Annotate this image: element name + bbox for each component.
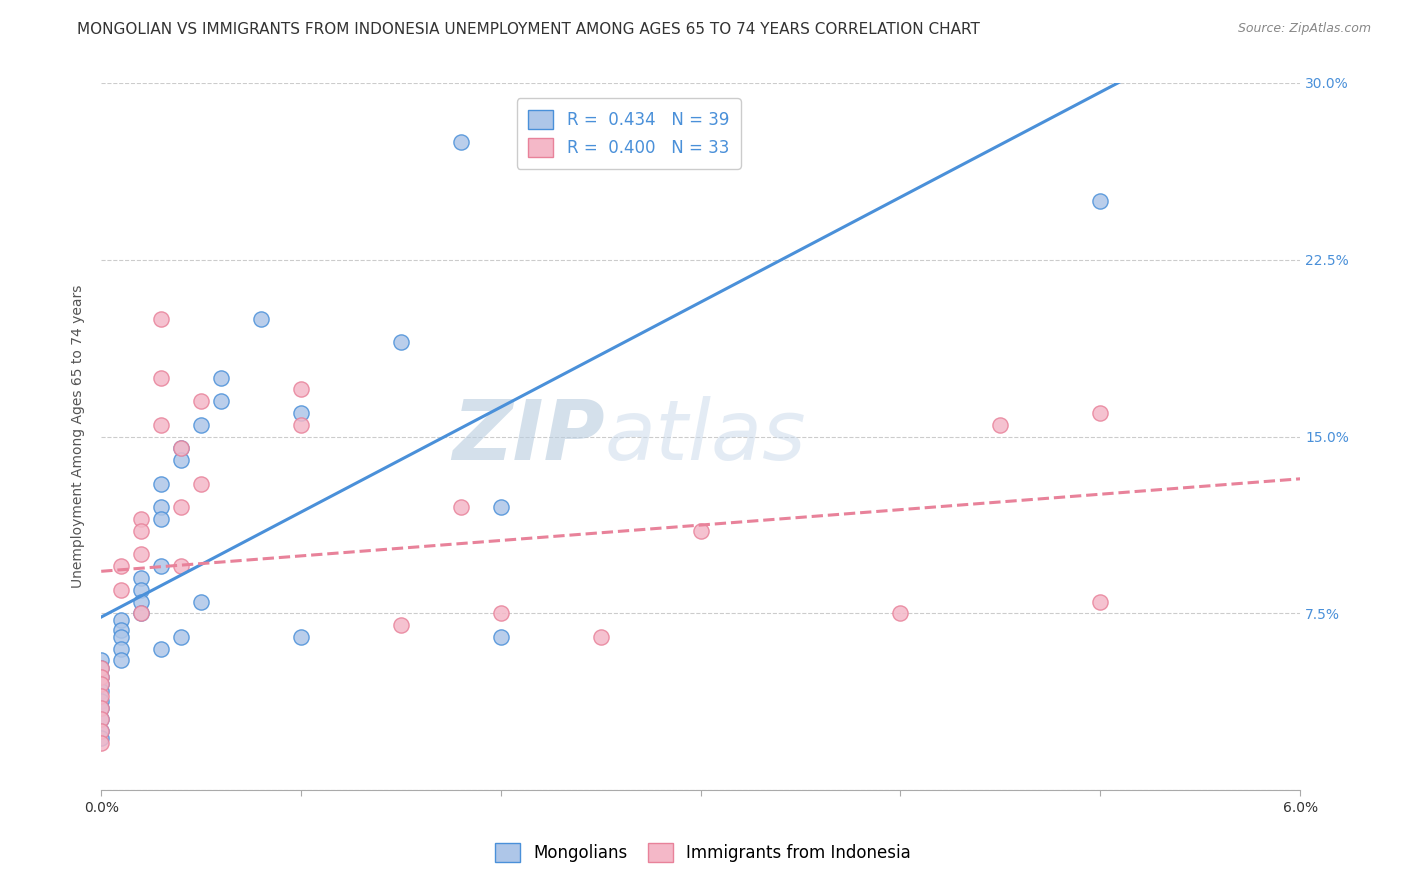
Point [489,630,512,644]
Point [90,653,112,667]
Point [209,394,232,409]
Point [129,582,152,597]
Point [209,370,232,384]
Point [90,713,112,727]
Point [290,630,312,644]
Point [90,684,112,698]
Point [170,453,193,467]
Text: atlas: atlas [605,396,807,477]
Point [90,689,112,703]
Point [129,524,152,538]
Point [90,660,112,674]
Point [250,311,273,326]
Point [150,512,173,526]
Point [170,630,193,644]
Point [170,442,193,456]
Point [889,607,911,621]
Point [150,641,173,656]
Point [129,512,152,526]
Point [1090,194,1112,208]
Point [150,370,173,384]
Point [90,670,112,684]
Legend: R =  0.434   N = 39, R =  0.400   N = 33: R = 0.434 N = 39, R = 0.400 N = 33 [516,98,741,169]
Point [110,630,132,644]
Point [190,417,212,432]
Point [90,700,112,714]
Point [290,383,312,397]
Point [129,607,152,621]
Point [150,500,173,515]
Point [450,500,472,515]
Point [110,582,132,597]
Point [389,618,412,632]
Point [129,607,152,621]
Point [90,724,112,739]
Point [170,559,193,574]
Point [450,135,472,149]
Point [190,394,212,409]
Point [290,417,312,432]
Point [129,594,152,608]
Point [1090,594,1112,608]
Point [170,500,193,515]
Point [190,476,212,491]
Text: Source: ZipAtlas.com: Source: ZipAtlas.com [1237,22,1371,36]
Point [290,406,312,420]
Point [110,623,132,637]
Legend: Mongolians, Immigrants from Indonesia: Mongolians, Immigrants from Indonesia [486,834,920,871]
Point [150,417,173,432]
Y-axis label: Unemployment Among Ages 65 to 74 years: Unemployment Among Ages 65 to 74 years [72,285,86,588]
Point [129,571,152,585]
Point [90,724,112,739]
Point [689,524,711,538]
Point [90,731,112,746]
Point [489,500,512,515]
Point [110,641,132,656]
Point [1090,406,1112,420]
Point [90,736,112,750]
Point [90,670,112,684]
Point [150,476,173,491]
Point [150,311,173,326]
Text: ZIP: ZIP [453,396,605,477]
Point [129,548,152,562]
Point [988,417,1011,432]
Point [190,594,212,608]
Point [90,700,112,714]
Point [110,653,132,667]
Text: MONGOLIAN VS IMMIGRANTS FROM INDONESIA UNEMPLOYMENT AMONG AGES 65 TO 74 YEARS CO: MONGOLIAN VS IMMIGRANTS FROM INDONESIA U… [77,22,980,37]
Point [90,660,112,674]
Point [589,630,612,644]
Point [110,614,132,628]
Point [90,677,112,691]
Point [90,677,112,691]
Point [90,713,112,727]
Point [389,335,412,350]
Point [170,442,193,456]
Point [489,607,512,621]
Point [90,693,112,707]
Point [110,559,132,574]
Point [150,559,173,574]
